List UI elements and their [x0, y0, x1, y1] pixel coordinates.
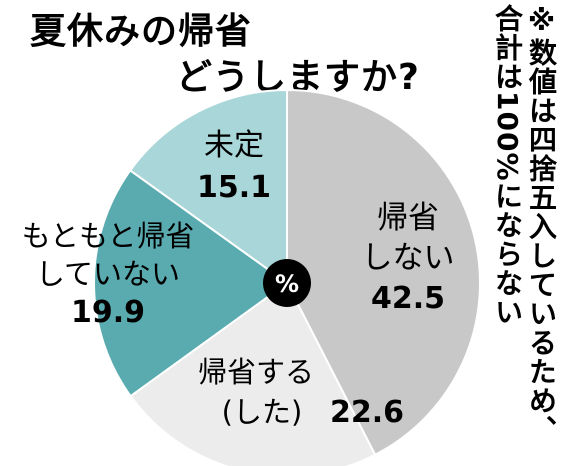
rounding-note: ※数値は四捨五入しているため、合計は100%にならない	[491, 4, 558, 444]
pie-slice-3	[128, 88, 288, 285]
slice-label-1-line-0: 帰省する	[198, 355, 314, 389]
slice-label-2-line-1: していない	[36, 257, 180, 291]
slice-label-1-line-1: (した)	[222, 395, 303, 429]
center-circle	[263, 259, 311, 307]
slice-label-0-line-0: 帰省	[377, 200, 439, 236]
slice-value-3: 15.1	[197, 170, 271, 205]
pie-slice-1	[129, 281, 377, 466]
center-percent-label: %	[275, 270, 299, 298]
pie-slice-0	[286, 88, 481, 457]
chart-title-line-1: 夏休みの帰省	[30, 11, 253, 52]
slice-label-0-line-1: しない	[362, 240, 455, 276]
slice-value-0: 42.5	[371, 281, 445, 316]
slice-label-3-line-0: 未定	[204, 128, 264, 163]
slice-value-2: 19.9	[71, 295, 145, 330]
slice-label-2-line-0: もともと帰省	[22, 219, 195, 253]
slice-value-1: 22.6	[330, 395, 404, 430]
pie-slice-2	[93, 168, 289, 398]
